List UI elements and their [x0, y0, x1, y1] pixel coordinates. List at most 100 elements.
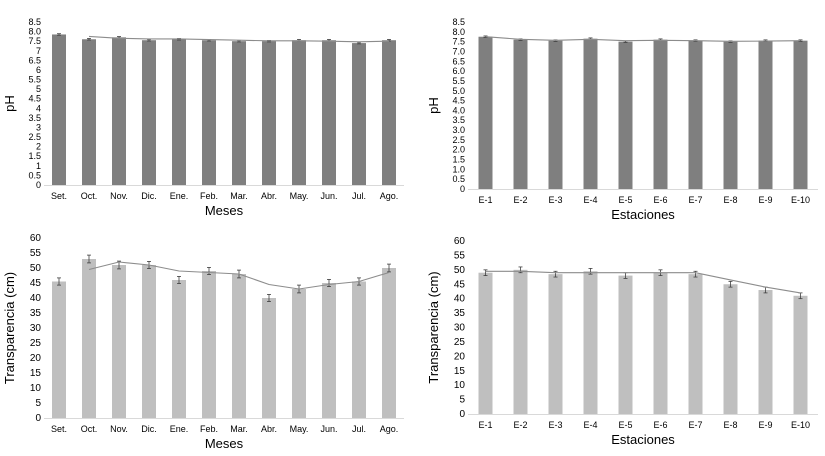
bar: [758, 40, 773, 190]
x-tick-label: Jun.: [320, 424, 337, 434]
x-tick-label: E-1: [478, 420, 492, 430]
y-tick-label: 8.0: [452, 27, 465, 37]
bar: [352, 281, 366, 418]
bar: [322, 40, 336, 185]
trend-line: [88, 261, 390, 290]
x-tick-label: E-4: [583, 420, 597, 430]
x-tick-label: E-9: [758, 420, 772, 430]
y-tick-label: 5: [459, 395, 465, 406]
y-tick-label: 50: [30, 263, 42, 274]
bar: [322, 283, 336, 418]
x-tick-label: Feb.: [200, 424, 218, 434]
y-tick-label: 3.5: [28, 113, 41, 123]
y-tick-label: 0: [36, 180, 41, 190]
bar: [583, 38, 598, 190]
y-tick-label: 4: [36, 103, 41, 113]
x-tick-label: E-8: [723, 195, 737, 205]
x-tick-label: E-6: [653, 420, 667, 430]
x-tick-label: Oct.: [81, 424, 98, 434]
bar: [583, 271, 598, 414]
y-tick-label: 7: [36, 46, 41, 56]
bar: [202, 271, 216, 418]
bar: [292, 40, 306, 185]
x-tick-label: E-7: [688, 420, 702, 430]
bar: [793, 295, 808, 414]
bar: [52, 34, 66, 185]
y-tick-label: 25: [30, 338, 42, 349]
x-tick-label: Ago.: [380, 191, 399, 201]
y-tick-label: 8.5: [28, 17, 41, 27]
bar: [548, 274, 563, 414]
bar: [723, 284, 738, 414]
y-axis-label: Transparencia (cm): [2, 272, 17, 384]
x-tick-label: E-5: [618, 195, 632, 205]
x-tick-label: Jul.: [352, 424, 366, 434]
x-tick-label: Dic.: [141, 191, 157, 201]
x-tick-label: E-3: [548, 195, 562, 205]
chart-bottom-right: 0 5 10 15 20 25 30 35 40 45 50 55 60 E-1 E-2 E-3 E-4 E-5 E…: [426, 236, 818, 447]
y-tick-label: 55: [30, 248, 42, 259]
y-tick-label: 1: [36, 161, 41, 171]
x-tick-label: May.: [290, 424, 309, 434]
bar: [653, 39, 668, 189]
y-tick-label: 5: [36, 84, 41, 94]
chart-bottom-left: 0 5 10 15 20 25 30 35 40 45 50 55 60 Set. Oct. Nov. Dic.…: [2, 233, 404, 451]
bar: [618, 275, 633, 414]
y-tick-label: 5.5: [28, 75, 41, 85]
x-axis-label: Meses: [205, 436, 244, 451]
bar: [82, 259, 96, 418]
y-tick-label: 7.0: [452, 46, 465, 56]
y-tick-label: 0: [35, 413, 41, 424]
y-tick-label: 2.5: [452, 135, 465, 145]
y-tick-label: 1.5: [452, 155, 465, 165]
y-tick-label: 40: [30, 293, 42, 304]
bar: [142, 265, 156, 418]
y-tick-label: 0.5: [452, 174, 465, 184]
y-tick-label: 15: [454, 366, 466, 377]
x-tick-label: Abr.: [261, 191, 277, 201]
y-tick-label: 40: [454, 294, 466, 305]
bar: [232, 41, 246, 186]
bar: [793, 40, 808, 190]
bar: [82, 39, 96, 186]
x-tick-label: Abr.: [261, 424, 277, 434]
bar: [618, 41, 633, 189]
x-tick-label: E-6: [653, 195, 667, 205]
x-tick-label: E-10: [791, 420, 810, 430]
x-tick-label: Mar.: [230, 424, 248, 434]
y-tick-label: 3.5: [452, 115, 465, 125]
trend-line: [485, 270, 801, 294]
y-tick-label: 2: [36, 142, 41, 152]
y-tick-label: 35: [30, 308, 42, 319]
x-tick-label: E-10: [791, 195, 810, 205]
bar: [513, 269, 528, 414]
bar: [758, 290, 773, 414]
x-tick-label: E-7: [688, 195, 702, 205]
y-tick-label: 15: [30, 368, 42, 379]
y-tick-label: 20: [454, 351, 466, 362]
bar: [548, 40, 563, 190]
y-tick-label: 5: [35, 398, 41, 409]
x-tick-label: Ago.: [380, 424, 399, 434]
x-axis-label: Estaciones: [611, 432, 675, 447]
y-axis-label: Transparencia (cm): [426, 271, 441, 383]
x-tick-label: Ene.: [170, 191, 189, 201]
x-tick-label: Nov.: [110, 191, 128, 201]
y-tick-label: 3.0: [452, 125, 465, 135]
bar: [202, 40, 216, 185]
y-tick-label: 50: [454, 265, 466, 276]
bar: [688, 274, 703, 414]
y-tick-label: 30: [30, 323, 42, 334]
y-tick-label: 0: [460, 184, 465, 194]
x-tick-label: Jun.: [320, 191, 337, 201]
y-tick-label: 6.5: [452, 56, 465, 66]
y-tick-label: 5.0: [452, 86, 465, 96]
y-tick-label: 45: [454, 279, 466, 290]
y-tick-label: 30: [454, 323, 466, 334]
bar: [478, 36, 493, 190]
x-tick-label: Set.: [51, 424, 67, 434]
y-tick-label: 2.5: [28, 132, 41, 142]
x-tick-label: May.: [290, 191, 309, 201]
y-tick-label: 1.5: [28, 151, 41, 161]
